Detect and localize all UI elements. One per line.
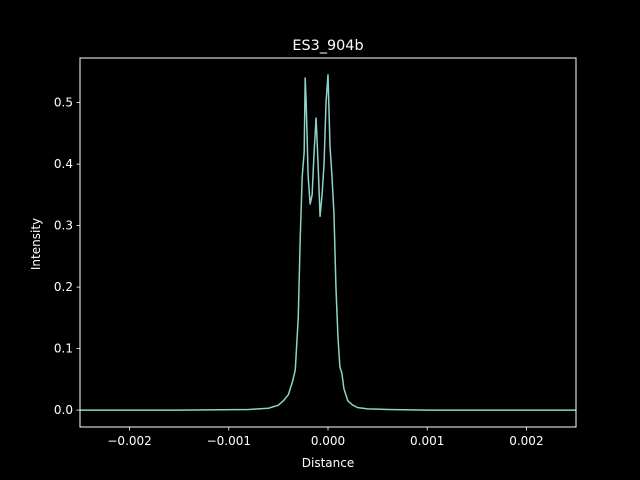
x-tick-label: 0.001 [410, 434, 444, 448]
y-tick-label: 0.1 [54, 342, 73, 356]
y-tick-label: 0.5 [54, 96, 73, 110]
axes-frame [79, 57, 577, 428]
chart-title: ES3_904b [292, 38, 363, 54]
x-tick-label: 0.000 [311, 434, 345, 448]
x-axis-label: Distance [302, 456, 354, 470]
y-tick-label: 0.0 [54, 403, 73, 417]
y-axis: 0.0 0.1 0.2 0.3 0.4 0.5 [54, 96, 80, 417]
plot-area [79, 74, 577, 411]
x-tick-label: −0.002 [107, 434, 151, 448]
x-axis: −0.002 −0.001 0.000 0.001 0.002 [107, 427, 544, 448]
series-line-0 [79, 74, 577, 411]
y-tick-label: 0.4 [54, 157, 73, 171]
y-axis-label: Intensity [29, 218, 43, 270]
y-tick-label: 0.2 [54, 280, 73, 294]
x-tick-label: −0.001 [207, 434, 251, 448]
y-tick-label: 0.3 [54, 219, 73, 233]
x-tick-label: 0.002 [509, 434, 543, 448]
